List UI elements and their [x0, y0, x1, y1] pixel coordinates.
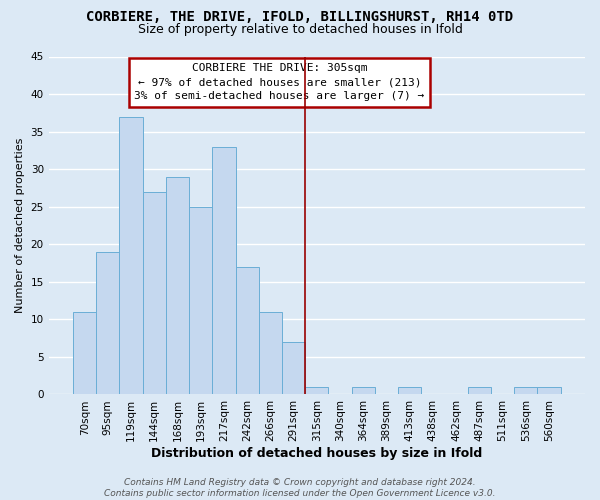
Bar: [514, 387, 538, 394]
Text: CORBIERE, THE DRIVE, IFOLD, BILLINGSHURST, RH14 0TD: CORBIERE, THE DRIVE, IFOLD, BILLINGSHURS…: [86, 10, 514, 24]
Bar: [468, 387, 491, 394]
Bar: [305, 387, 328, 394]
Bar: [398, 387, 421, 394]
Bar: [73, 312, 96, 394]
Bar: [143, 192, 166, 394]
Bar: [166, 176, 189, 394]
Bar: [119, 116, 143, 394]
Bar: [282, 342, 305, 394]
Text: Size of property relative to detached houses in Ifold: Size of property relative to detached ho…: [137, 22, 463, 36]
Bar: [212, 146, 236, 394]
Text: CORBIERE THE DRIVE: 305sqm
← 97% of detached houses are smaller (213)
3% of semi: CORBIERE THE DRIVE: 305sqm ← 97% of deta…: [134, 64, 424, 102]
Bar: [352, 387, 375, 394]
Bar: [538, 387, 560, 394]
Bar: [189, 206, 212, 394]
Text: Contains HM Land Registry data © Crown copyright and database right 2024.
Contai: Contains HM Land Registry data © Crown c…: [104, 478, 496, 498]
X-axis label: Distribution of detached houses by size in Ifold: Distribution of detached houses by size …: [151, 447, 482, 460]
Bar: [96, 252, 119, 394]
Bar: [236, 267, 259, 394]
Bar: [259, 312, 282, 394]
Y-axis label: Number of detached properties: Number of detached properties: [15, 138, 25, 313]
